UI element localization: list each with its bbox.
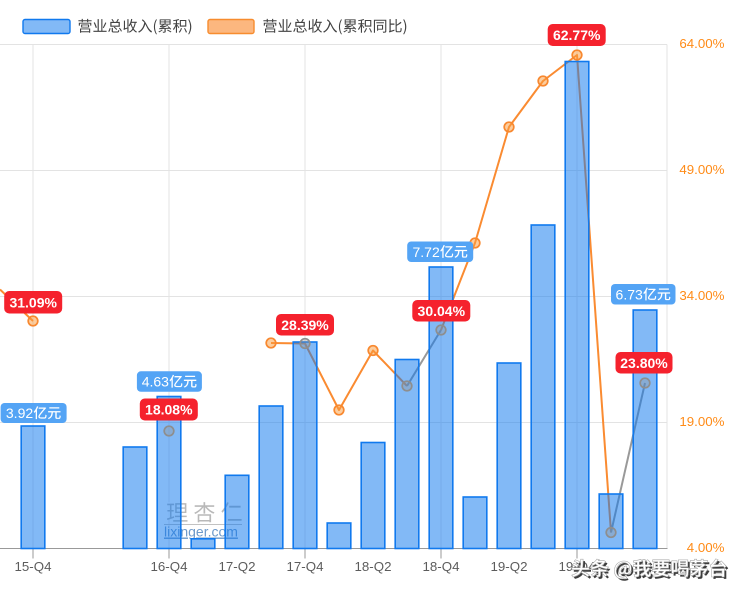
svg-text:34.00%: 34.00% xyxy=(679,288,724,303)
svg-text:19-Q2: 19-Q2 xyxy=(491,559,528,574)
svg-text:7.72: 7.72 xyxy=(413,244,440,260)
svg-text:4.63: 4.63 xyxy=(142,374,169,390)
svg-text:28.39%: 28.39% xyxy=(281,317,329,333)
svg-text:17-Q4: 17-Q4 xyxy=(287,559,324,574)
svg-text:31.09%: 31.09% xyxy=(9,294,57,310)
svg-text:23.80%: 23.80% xyxy=(620,355,668,371)
svg-text:19.00%: 19.00% xyxy=(679,414,724,429)
svg-text:lixinger.com: lixinger.com xyxy=(164,524,238,540)
svg-text:15-Q4: 15-Q4 xyxy=(15,559,52,574)
svg-text:49.00%: 49.00% xyxy=(679,162,724,177)
svg-text:4.00%: 4.00% xyxy=(687,540,725,555)
svg-text:18-Q4: 18-Q4 xyxy=(423,559,460,574)
svg-text:18-Q2: 18-Q2 xyxy=(355,559,392,574)
svg-text:64.00%: 64.00% xyxy=(679,36,724,51)
svg-text:62.77%: 62.77% xyxy=(553,27,601,43)
svg-text:3.92: 3.92 xyxy=(6,405,33,421)
svg-text:17-Q2: 17-Q2 xyxy=(219,559,256,574)
svg-text:30.04%: 30.04% xyxy=(418,303,466,319)
svg-text:18.08%: 18.08% xyxy=(145,402,193,418)
svg-text:16-Q4: 16-Q4 xyxy=(151,559,188,574)
svg-text:6.73: 6.73 xyxy=(616,286,643,302)
